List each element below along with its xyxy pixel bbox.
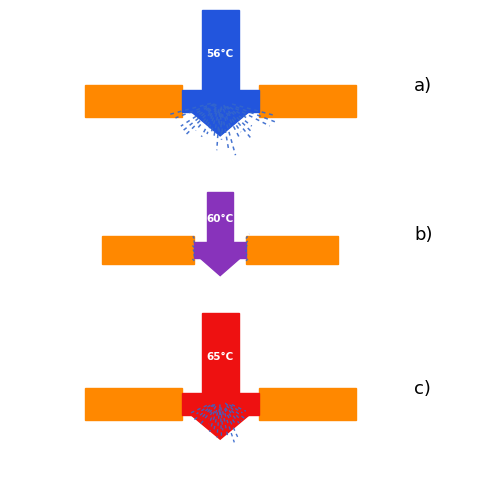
Bar	[207, 192, 233, 242]
Bar	[202, 314, 239, 393]
Bar	[182, 90, 258, 112]
Bar	[84, 388, 182, 420]
Polygon shape	[192, 112, 249, 136]
Bar	[194, 242, 246, 258]
Text: a): a)	[414, 77, 432, 95]
Text: c): c)	[414, 380, 431, 398]
Bar	[246, 236, 338, 264]
Polygon shape	[200, 258, 240, 276]
Text: 60°C: 60°C	[206, 214, 234, 224]
Text: b): b)	[414, 226, 432, 244]
Polygon shape	[192, 416, 249, 439]
Bar	[202, 10, 239, 90]
Bar	[102, 236, 194, 264]
Text: 56°C: 56°C	[206, 49, 234, 59]
Bar	[182, 393, 258, 415]
Bar	[258, 388, 356, 420]
Bar	[258, 84, 356, 117]
Text: 65°C: 65°C	[206, 352, 234, 362]
Bar	[84, 84, 182, 117]
